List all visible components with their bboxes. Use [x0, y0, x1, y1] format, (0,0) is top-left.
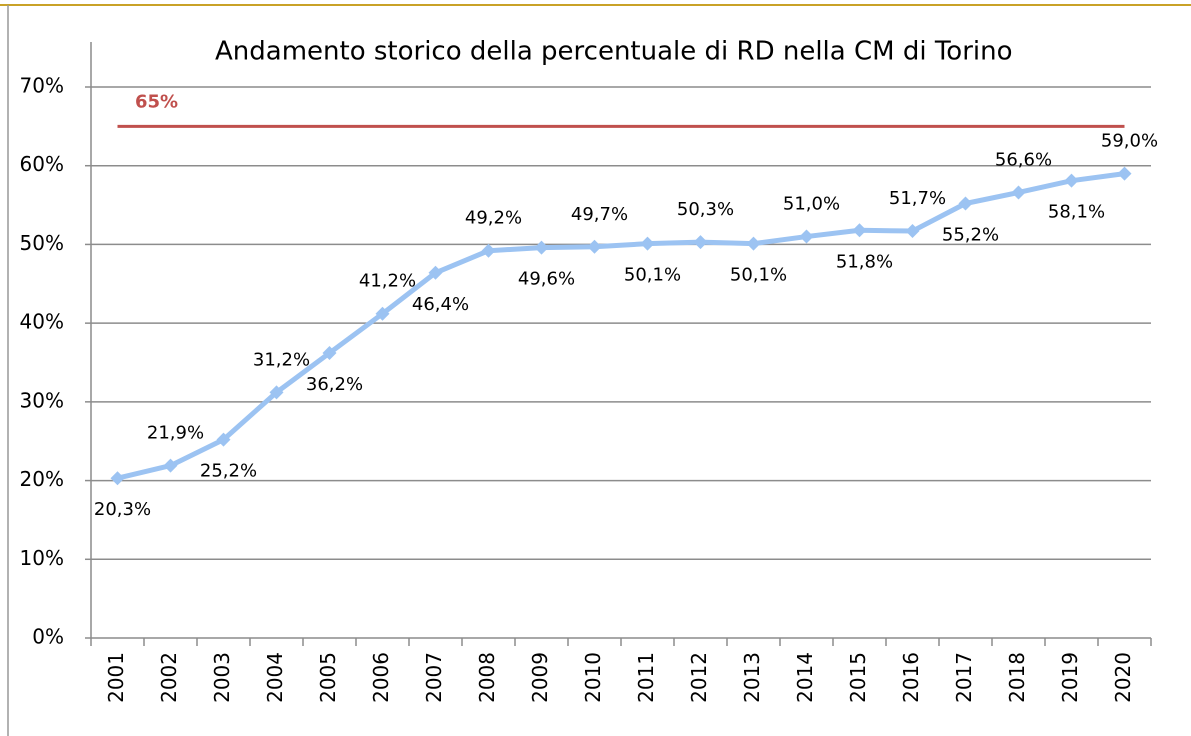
- x-tick-label: 2011: [634, 652, 658, 703]
- y-tick-label: 60%: [20, 152, 64, 176]
- reference-label: 65%: [135, 91, 178, 112]
- x-tick-label: 2004: [263, 652, 287, 703]
- data-point: [163, 458, 178, 473]
- y-tick-label: 20%: [20, 467, 64, 491]
- data-point: [481, 243, 496, 258]
- x-tick-label: 2006: [369, 652, 393, 703]
- x-tick-label: 2002: [157, 652, 181, 703]
- data-label: 49,2%: [465, 208, 522, 229]
- data-point: [852, 223, 867, 238]
- y-tick-label: 50%: [20, 231, 64, 255]
- x-tick-label: 2012: [687, 652, 711, 703]
- data-label: 51,7%: [889, 188, 946, 209]
- x-tick-label: 2018: [1005, 652, 1029, 703]
- data-label: 36,2%: [306, 374, 363, 395]
- data-point: [1011, 185, 1026, 200]
- data-label: 25,2%: [200, 461, 257, 482]
- chart-title: Andamento storico della percentuale di R…: [215, 37, 1013, 67]
- data-label: 20,3%: [94, 499, 151, 520]
- data-point: [799, 229, 814, 244]
- data-line: [116, 171, 1125, 481]
- x-tick-label: 2009: [528, 652, 552, 703]
- data-label: 49,6%: [518, 269, 575, 290]
- data-point: [534, 240, 549, 255]
- data-label: 46,4%: [412, 294, 469, 315]
- data-label: 56,6%: [995, 149, 1052, 170]
- data-label: 58,1%: [1048, 202, 1105, 223]
- y-tick-label: 70%: [20, 74, 64, 98]
- data-label: 50,1%: [624, 265, 681, 286]
- data-point: [1064, 173, 1079, 188]
- data-label: 21,9%: [147, 423, 204, 444]
- data-label: 51,0%: [783, 194, 840, 215]
- x-tick-label: 2001: [104, 652, 128, 703]
- data-point: [1117, 166, 1132, 181]
- data-label: 49,7%: [571, 204, 628, 225]
- data-label: 51,8%: [836, 251, 893, 272]
- data-point: [375, 306, 390, 321]
- y-tick-label: 0%: [32, 625, 64, 649]
- data-point: [640, 236, 655, 251]
- x-tick-label: 2017: [952, 652, 976, 703]
- x-tick-label: 2003: [210, 652, 234, 703]
- data-point: [216, 432, 231, 447]
- data-point: [269, 385, 284, 400]
- x-tick-label: 2007: [422, 652, 446, 703]
- x-tick-label: 2016: [899, 652, 923, 703]
- y-tick-label: 40%: [20, 310, 64, 334]
- x-tick-label: 2014: [793, 652, 817, 703]
- x-tick-label: 2020: [1111, 652, 1135, 703]
- x-tick-label: 2010: [581, 652, 605, 703]
- data-label: 50,1%: [730, 265, 787, 286]
- x-tick-label: 2015: [846, 652, 870, 703]
- y-tick-label: 10%: [20, 546, 64, 570]
- x-tick-label: 2013: [740, 652, 764, 703]
- data-point: [905, 224, 920, 239]
- data-point: [746, 236, 761, 251]
- y-tick-label: 30%: [20, 388, 64, 412]
- data-point: [322, 346, 337, 361]
- data-label: 31,2%: [253, 349, 310, 370]
- data-label: 41,2%: [359, 271, 416, 292]
- x-tick-label: 2019: [1058, 652, 1082, 703]
- data-label: 50,3%: [677, 199, 734, 220]
- x-tick-label: 2005: [316, 652, 340, 703]
- data-point: [693, 235, 708, 250]
- data-point: [110, 471, 125, 486]
- data-point: [428, 265, 443, 280]
- data-point: [958, 196, 973, 211]
- data-point: [587, 239, 602, 254]
- data-label: 55,2%: [942, 224, 999, 245]
- x-tick-label: 2008: [475, 652, 499, 703]
- data-label: 59,0%: [1101, 131, 1158, 152]
